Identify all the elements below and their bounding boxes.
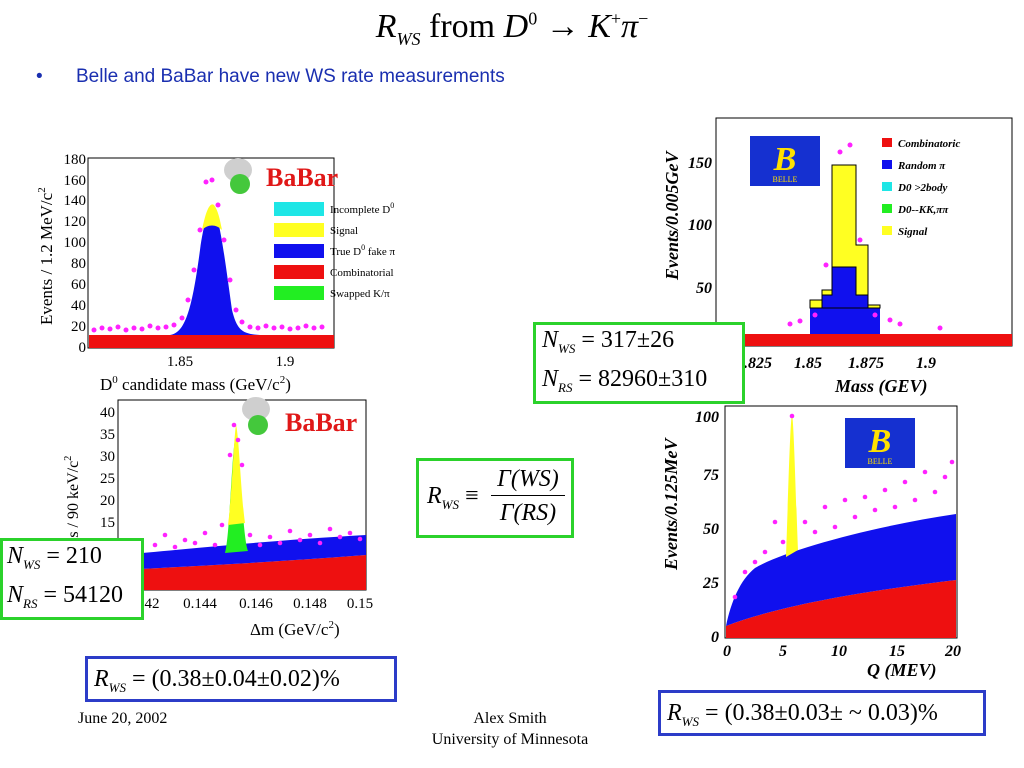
svg-text:35: 35 — [100, 427, 115, 443]
belle-top-xlabel: Mass (GEV) — [834, 376, 928, 397]
svg-text:Incomplete D0: Incomplete D0 — [330, 201, 394, 216]
belle-q-plot: Events/0.125MeV 100 75 50 25 0 B BELLE 0… — [661, 405, 961, 681]
babar-top-xlabel: D0 candidate mass (GeV/c2) — [100, 374, 291, 394]
babar-logo-bottom: BaBar — [242, 397, 357, 437]
babar-top-ylabel: Events / 1.2 MeV/c2 — [36, 187, 56, 325]
svg-text:160: 160 — [64, 173, 87, 189]
svg-text:100: 100 — [695, 409, 719, 426]
svg-text:40: 40 — [71, 298, 86, 314]
svg-text:30: 30 — [100, 449, 115, 465]
svg-text:20: 20 — [944, 643, 961, 660]
svg-text:50: 50 — [696, 280, 712, 297]
svg-text:100: 100 — [64, 235, 87, 251]
bullet-text: Belle and BaBar have new WS rate measure… — [76, 66, 505, 87]
babar-top-yticks: 180 160 140 120 100 80 60 40 20 0 — [64, 152, 87, 356]
svg-text:180: 180 — [64, 152, 87, 168]
svg-text:42: 42 — [145, 596, 160, 612]
svg-text:20: 20 — [71, 319, 86, 335]
svg-text:10: 10 — [831, 643, 847, 660]
svg-text:150: 150 — [688, 155, 712, 172]
footer-date: June 20, 2002 — [78, 710, 168, 727]
svg-text:1.9: 1.9 — [916, 355, 936, 372]
slide-title: RWS from D0 → K+π− — [375, 8, 649, 49]
babar-bottom-xticks: 42 0.144 0.146 0.148 0.15 — [145, 596, 374, 612]
svg-text:1.9: 1.9 — [276, 354, 295, 370]
babar-bottom-yticks: 40 35 30 25 20 15 — [100, 405, 115, 531]
footer-affiliation: University of Minnesota — [431, 731, 589, 748]
belle-logo-top: B BELLE — [750, 136, 820, 186]
svg-text:0.148: 0.148 — [293, 596, 327, 612]
belle-yield-box: NWS = 317±26 NRS = 82960±310 — [533, 322, 745, 404]
belle-mass-plot: Events/0.005GeV 150 100 50 B BELLE Combi… — [662, 117, 1013, 397]
babar-mass-plot: Events / 1.2 MeV/c2 180 160 140 120 100 … — [36, 152, 396, 394]
svg-text:Swapped K/π: Swapped K/π — [330, 288, 390, 300]
svg-text:BELLE: BELLE — [868, 457, 893, 466]
svg-text:25: 25 — [702, 575, 719, 592]
svg-text:B: B — [868, 423, 892, 460]
babar-logo-top: BaBar — [224, 158, 338, 194]
svg-text:40: 40 — [100, 405, 115, 421]
rws-definition-box: RWS ≡ Γ(WS) Γ(RS) — [416, 458, 574, 538]
babar-deltam-plot: Events / 90 keV/c2 40 35 30 25 20 15 42 … — [63, 397, 374, 639]
svg-text:Signal: Signal — [330, 225, 358, 237]
belle-bottom-ylabel: Events/0.125MeV — [661, 437, 681, 571]
svg-text:15: 15 — [889, 643, 905, 660]
svg-text:BaBar: BaBar — [285, 408, 357, 437]
svg-text:120: 120 — [64, 214, 87, 230]
svg-text:0: 0 — [711, 629, 719, 646]
svg-text:Random π: Random π — [897, 160, 946, 172]
belle-bottom-xticks: 0 5 10 15 20 — [723, 643, 961, 660]
svg-text:0: 0 — [79, 340, 87, 356]
svg-text:Signal: Signal — [898, 226, 928, 238]
belle-top-xticks: 1.825 1.85 1.875 1.9 — [736, 355, 936, 372]
svg-text:0.144: 0.144 — [183, 596, 217, 612]
babar-top-legend: Incomplete D0 Signal True D0 fake π Comb… — [274, 201, 396, 300]
svg-text:Combinatorial: Combinatorial — [330, 267, 394, 279]
svg-text:0: 0 — [723, 643, 731, 660]
svg-text:BaBar: BaBar — [266, 163, 338, 192]
belle-bottom-xlabel: Q (MEV) — [867, 660, 937, 681]
belle-logo-bottom: B BELLE — [845, 418, 915, 468]
svg-text:140: 140 — [64, 193, 87, 209]
svg-text:75: 75 — [703, 467, 719, 484]
svg-text:D0 >2body: D0 >2body — [897, 182, 947, 194]
svg-text:BELLE: BELLE — [773, 175, 798, 184]
svg-text:15: 15 — [100, 515, 115, 531]
babar-bottom-xlabel: Δm (GeV/c2) — [250, 619, 340, 639]
svg-text:Combinatoric: Combinatoric — [898, 138, 960, 150]
belle-top-ylabel: Events/0.005GeV — [662, 150, 682, 281]
svg-text:1.875: 1.875 — [848, 355, 884, 372]
svg-text:100: 100 — [688, 217, 712, 234]
babar-top-points — [91, 177, 325, 333]
belle-bottom-yticks: 100 75 50 25 0 — [695, 409, 719, 646]
rws-belle-result: RWS = (0.38±0.03± ~ 0.03)% — [658, 690, 986, 736]
babar-yield-box: NWS = 210 NRS = 54120 — [0, 538, 144, 620]
babar-top-signal — [202, 204, 222, 230]
svg-text:0.146: 0.146 — [239, 596, 273, 612]
svg-text:0.15: 0.15 — [347, 596, 373, 612]
belle-top-legend: Combinatoric Random π D0 >2body D0--KK,π… — [882, 138, 960, 238]
svg-text:D0--KK,ππ: D0--KK,ππ — [897, 204, 949, 216]
svg-text:1.85: 1.85 — [794, 355, 822, 372]
svg-text:25: 25 — [100, 471, 115, 487]
svg-text:1.85: 1.85 — [167, 354, 193, 370]
footer-author: Alex Smith — [473, 710, 547, 727]
babar-top-combinatorial — [89, 335, 334, 348]
svg-text:20: 20 — [100, 493, 115, 509]
svg-text:80: 80 — [71, 256, 86, 272]
bullet-marker: • — [36, 66, 43, 87]
babar-top-true-d0 — [170, 209, 260, 335]
svg-text:50: 50 — [703, 521, 719, 538]
svg-text:60: 60 — [71, 277, 86, 293]
svg-text:1.825: 1.825 — [736, 355, 772, 372]
svg-text:B: B — [773, 141, 797, 178]
svg-text:5: 5 — [779, 643, 787, 660]
rws-babar-result: RWS = (0.38±0.04±0.02)% — [85, 656, 397, 702]
svg-text:True D0 fake π: True D0 fake π — [330, 243, 396, 258]
belle-top-yticks: 150 100 50 — [688, 155, 712, 297]
